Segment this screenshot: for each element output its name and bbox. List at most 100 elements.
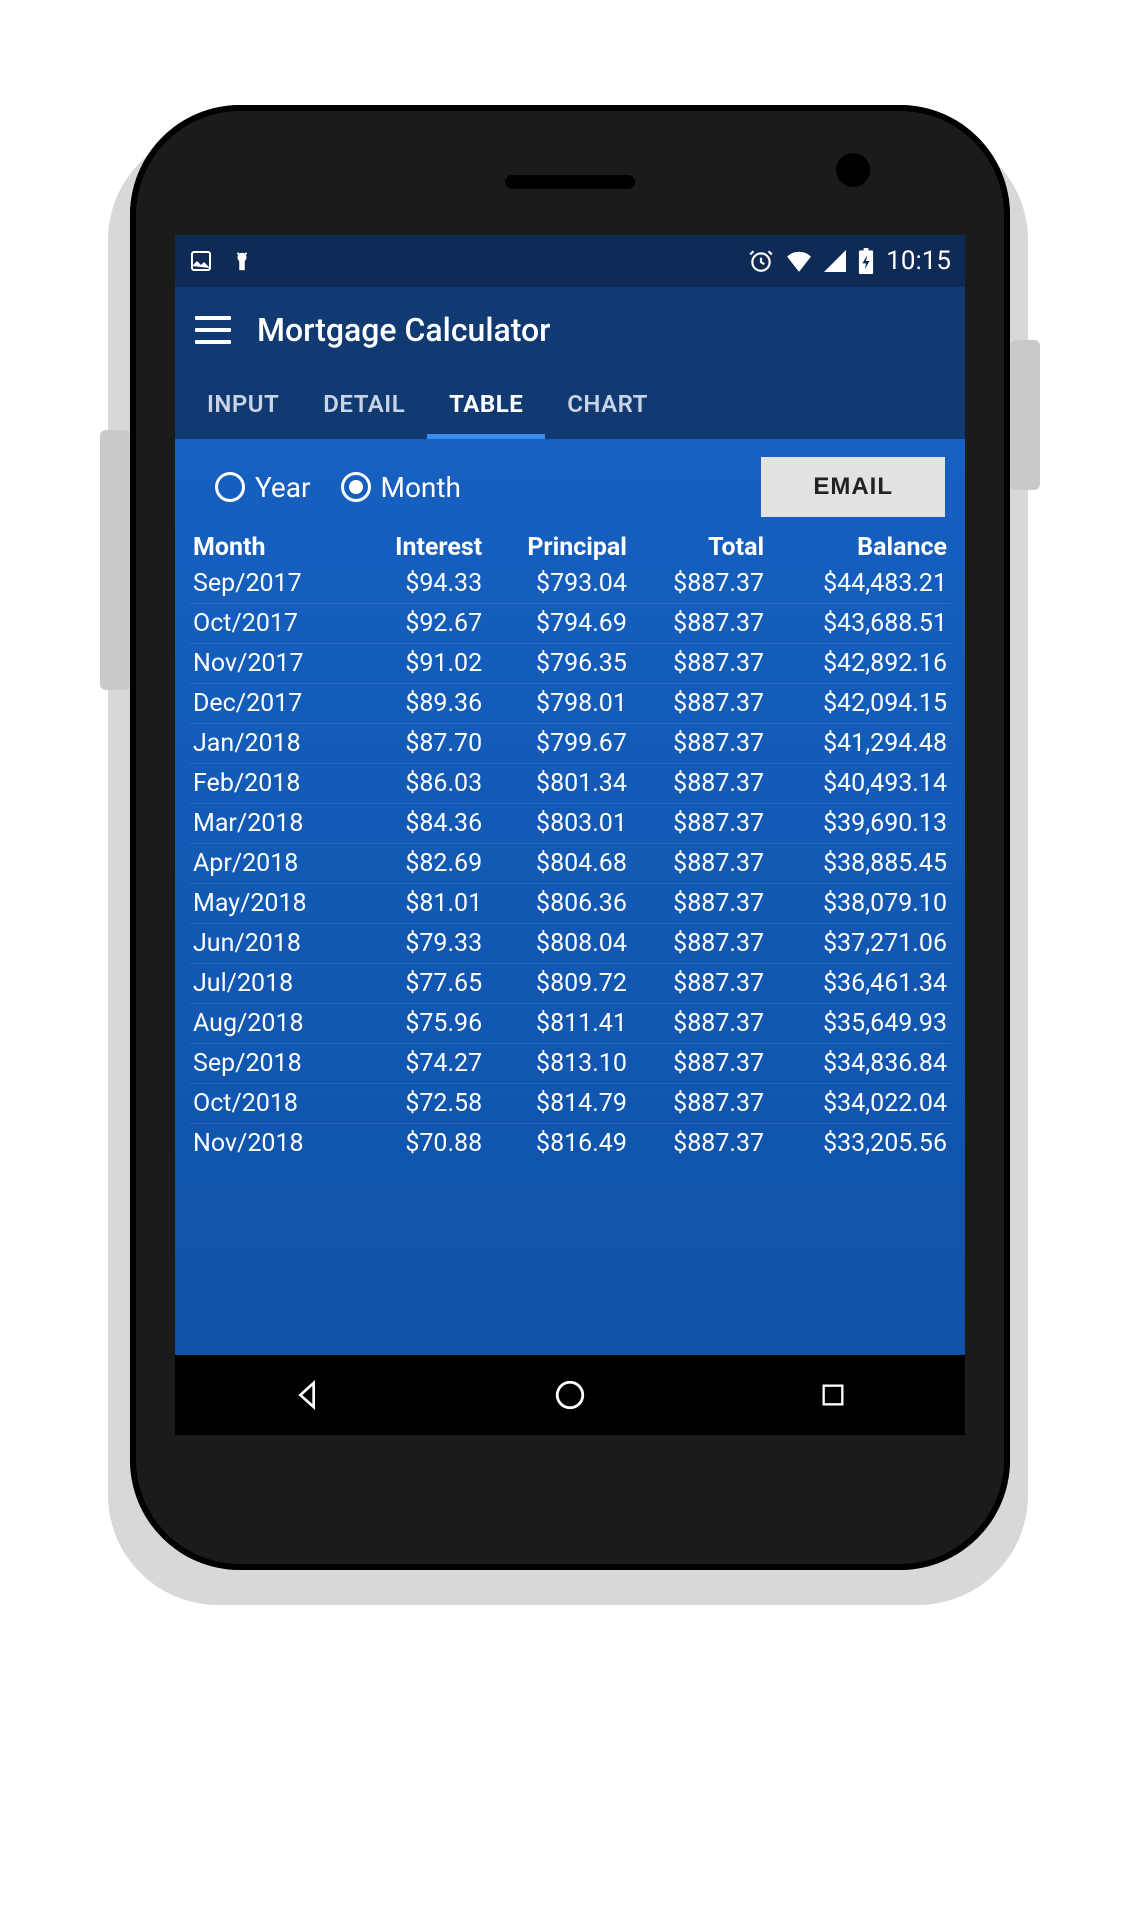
tab-chart[interactable]: CHART: [545, 373, 670, 439]
table-cell: $887.37: [631, 1004, 768, 1044]
amortization-table: MonthInterestPrincipalTotalBalance Sep/2…: [189, 529, 951, 1163]
amortization-table-wrap[interactable]: MonthInterestPrincipalTotalBalance Sep/2…: [175, 529, 965, 1355]
tab-bar: INPUTDETAILTABLECHART: [175, 373, 965, 439]
screen: 10:15 Mortgage Calculator INPUTDETAILTAB…: [175, 235, 965, 1435]
table-cell: $887.37: [631, 964, 768, 1004]
table-cell: $809.72: [486, 964, 631, 1004]
column-header: Principal: [486, 529, 631, 564]
table-row: Sep/2018$74.27$813.10$887.37$34,836.84: [189, 1044, 951, 1084]
table-cell: $42,094.15: [768, 684, 951, 724]
table-cell: $813.10: [486, 1044, 631, 1084]
app-title: Mortgage Calculator: [257, 311, 550, 349]
table-cell: $814.79: [486, 1084, 631, 1124]
email-button[interactable]: EMAIL: [761, 457, 945, 517]
table-cell: $77.65: [357, 964, 487, 1004]
table-cell: $40,493.14: [768, 764, 951, 804]
table-cell: $38,885.45: [768, 844, 951, 884]
table-cell: $79.33: [357, 924, 487, 964]
table-cell: Sep/2018: [189, 1044, 357, 1084]
tab-table[interactable]: TABLE: [427, 373, 545, 439]
recents-button[interactable]: [813, 1375, 853, 1415]
table-row: Aug/2018$75.96$811.41$887.37$35,649.93: [189, 1004, 951, 1044]
table-cell: $91.02: [357, 644, 487, 684]
table-cell: $804.68: [486, 844, 631, 884]
table-cell: $798.01: [486, 684, 631, 724]
table-cell: $793.04: [486, 564, 631, 604]
table-cell: Jun/2018: [189, 924, 357, 964]
tab-detail[interactable]: DETAIL: [301, 373, 427, 439]
home-button[interactable]: [550, 1375, 590, 1415]
table-cell: $75.96: [357, 1004, 487, 1044]
table-cell: $86.03: [357, 764, 487, 804]
table-cell: Oct/2017: [189, 604, 357, 644]
table-cell: Aug/2018: [189, 1004, 357, 1044]
android-nav-bar: [175, 1355, 965, 1435]
table-cell: $36,461.34: [768, 964, 951, 1004]
table-cell: Sep/2017: [189, 564, 357, 604]
table-cell: $87.70: [357, 724, 487, 764]
table-cell: Apr/2018: [189, 844, 357, 884]
table-row: Jun/2018$79.33$808.04$887.37$37,271.06: [189, 924, 951, 964]
table-cell: $41,294.48: [768, 724, 951, 764]
table-cell: $89.36: [357, 684, 487, 724]
table-row: Mar/2018$84.36$803.01$887.37$39,690.13: [189, 804, 951, 844]
table-cell: $38,079.10: [768, 884, 951, 924]
radio-month-label: Month: [381, 471, 461, 504]
table-cell: $887.37: [631, 1044, 768, 1084]
table-cell: $39,690.13: [768, 804, 951, 844]
table-cell: $887.37: [631, 604, 768, 644]
status-bar: 10:15: [175, 235, 965, 287]
column-header: Total: [631, 529, 768, 564]
table-cell: $34,836.84: [768, 1044, 951, 1084]
power-button: [1010, 340, 1040, 490]
table-cell: $816.49: [486, 1124, 631, 1164]
table-cell: $92.67: [357, 604, 487, 644]
cell-signal-icon: [824, 250, 846, 272]
table-cell: $34,022.04: [768, 1084, 951, 1124]
table-row: Apr/2018$82.69$804.68$887.37$38,885.45: [189, 844, 951, 884]
content-area: Year Month EMAIL MonthInterestPrincipalT…: [175, 439, 965, 1355]
android-debug-icon: [231, 249, 253, 273]
column-header: Balance: [768, 529, 951, 564]
table-cell: Jan/2018: [189, 724, 357, 764]
table-cell: $81.01: [357, 884, 487, 924]
table-cell: $887.37: [631, 644, 768, 684]
table-cell: $803.01: [486, 804, 631, 844]
table-cell: $808.04: [486, 924, 631, 964]
volume-rocker: [100, 430, 130, 690]
table-row: Dec/2017$89.36$798.01$887.37$42,094.15: [189, 684, 951, 724]
front-camera: [836, 153, 870, 187]
table-cell: $887.37: [631, 564, 768, 604]
table-cell: Nov/2017: [189, 644, 357, 684]
table-cell: Nov/2018: [189, 1124, 357, 1164]
table-cell: May/2018: [189, 884, 357, 924]
table-cell: Feb/2018: [189, 764, 357, 804]
table-cell: $887.37: [631, 884, 768, 924]
table-cell: $887.37: [631, 924, 768, 964]
controls-row: Year Month EMAIL: [175, 439, 965, 529]
table-row: Nov/2018$70.88$816.49$887.37$33,205.56: [189, 1124, 951, 1164]
table-cell: $811.41: [486, 1004, 631, 1044]
radio-month-indicator: [341, 472, 371, 502]
tab-input[interactable]: INPUT: [185, 373, 301, 439]
table-row: Jan/2018$87.70$799.67$887.37$41,294.48: [189, 724, 951, 764]
table-cell: $42,892.16: [768, 644, 951, 684]
radio-year-indicator: [215, 472, 245, 502]
back-button[interactable]: [287, 1375, 327, 1415]
device-frame: 10:15 Mortgage Calculator INPUTDETAILTAB…: [130, 105, 1010, 1570]
table-cell: Oct/2018: [189, 1084, 357, 1124]
table-cell: $72.58: [357, 1084, 487, 1124]
table-cell: $70.88: [357, 1124, 487, 1164]
table-cell: $94.33: [357, 564, 487, 604]
radio-month[interactable]: Month: [341, 471, 461, 504]
table-row: Feb/2018$86.03$801.34$887.37$40,493.14: [189, 764, 951, 804]
table-cell: $44,483.21: [768, 564, 951, 604]
table-cell: $887.37: [631, 724, 768, 764]
table-cell: $84.36: [357, 804, 487, 844]
table-cell: Dec/2017: [189, 684, 357, 724]
column-header: Interest: [357, 529, 487, 564]
table-fade: [175, 1315, 965, 1355]
table-cell: $887.37: [631, 764, 768, 804]
radio-year[interactable]: Year: [215, 471, 311, 504]
menu-button[interactable]: [195, 316, 231, 344]
